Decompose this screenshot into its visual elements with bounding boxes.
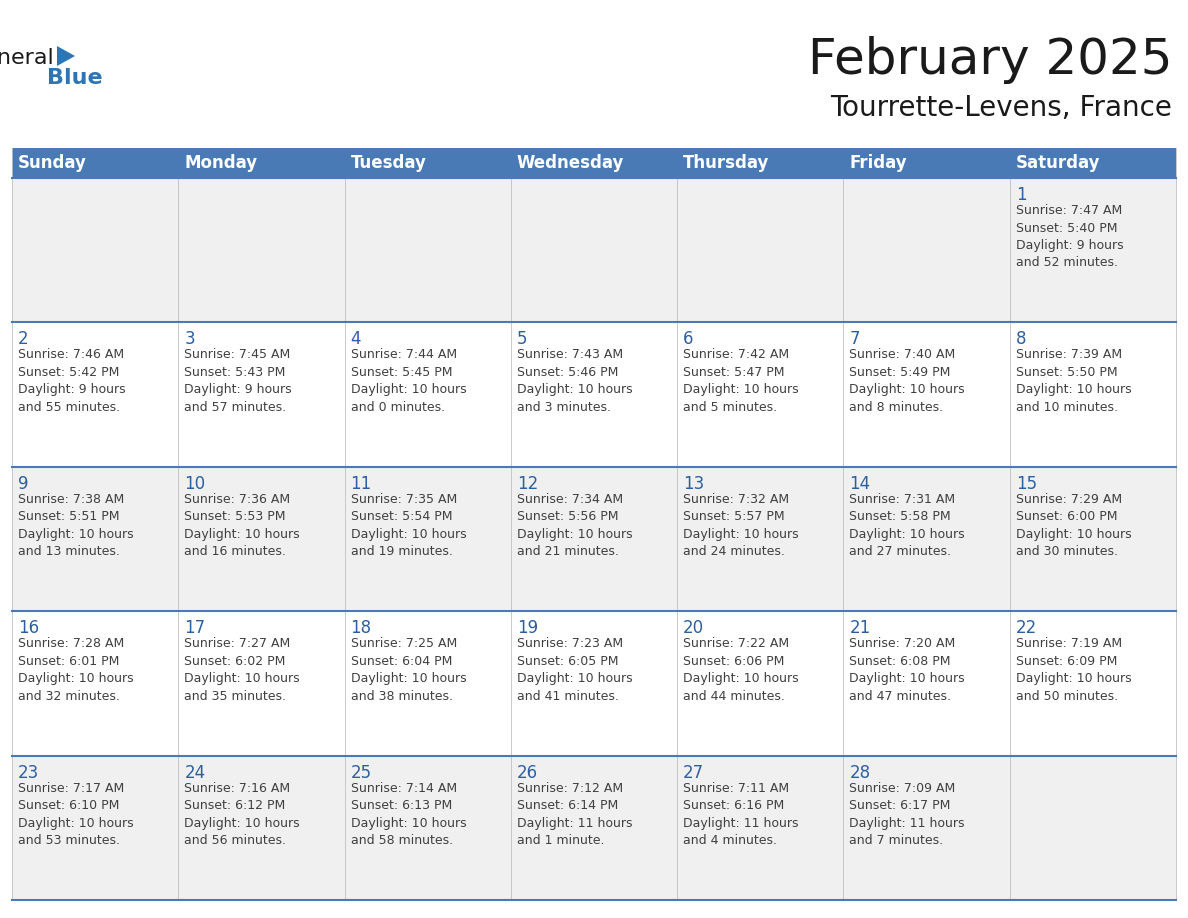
Bar: [12, 611, 1176, 756]
Text: 24: 24: [184, 764, 206, 781]
Bar: [12, 466, 1176, 611]
Text: Sunrise: 7:14 AM
Sunset: 6:13 PM
Daylight: 10 hours
and 58 minutes.: Sunrise: 7:14 AM Sunset: 6:13 PM Dayligh…: [350, 781, 466, 847]
Text: Tourrette-Levens, France: Tourrette-Levens, France: [830, 94, 1173, 122]
Text: 9: 9: [18, 475, 29, 493]
Text: 22: 22: [1016, 620, 1037, 637]
Text: Sunrise: 7:27 AM
Sunset: 6:02 PM
Daylight: 10 hours
and 35 minutes.: Sunrise: 7:27 AM Sunset: 6:02 PM Dayligh…: [184, 637, 299, 702]
Text: Sunrise: 7:35 AM
Sunset: 5:54 PM
Daylight: 10 hours
and 19 minutes.: Sunrise: 7:35 AM Sunset: 5:54 PM Dayligh…: [350, 493, 466, 558]
Bar: [12, 756, 1176, 900]
Text: 8: 8: [1016, 330, 1026, 349]
Text: Sunrise: 7:11 AM
Sunset: 6:16 PM
Daylight: 11 hours
and 4 minutes.: Sunrise: 7:11 AM Sunset: 6:16 PM Dayligh…: [683, 781, 798, 847]
Text: 21: 21: [849, 620, 871, 637]
Text: 17: 17: [184, 620, 206, 637]
Text: 18: 18: [350, 620, 372, 637]
Text: Sunrise: 7:09 AM
Sunset: 6:17 PM
Daylight: 11 hours
and 7 minutes.: Sunrise: 7:09 AM Sunset: 6:17 PM Dayligh…: [849, 781, 965, 847]
Text: Sunrise: 7:34 AM
Sunset: 5:56 PM
Daylight: 10 hours
and 21 minutes.: Sunrise: 7:34 AM Sunset: 5:56 PM Dayligh…: [517, 493, 632, 558]
Text: 27: 27: [683, 764, 704, 781]
Text: Sunrise: 7:44 AM
Sunset: 5:45 PM
Daylight: 10 hours
and 0 minutes.: Sunrise: 7:44 AM Sunset: 5:45 PM Dayligh…: [350, 349, 466, 414]
Text: Sunrise: 7:19 AM
Sunset: 6:09 PM
Daylight: 10 hours
and 50 minutes.: Sunrise: 7:19 AM Sunset: 6:09 PM Dayligh…: [1016, 637, 1131, 702]
Text: Friday: Friday: [849, 154, 908, 172]
Text: 7: 7: [849, 330, 860, 349]
Text: Wednesday: Wednesday: [517, 154, 624, 172]
Text: Sunrise: 7:20 AM
Sunset: 6:08 PM
Daylight: 10 hours
and 47 minutes.: Sunrise: 7:20 AM Sunset: 6:08 PM Dayligh…: [849, 637, 965, 702]
Text: Sunrise: 7:36 AM
Sunset: 5:53 PM
Daylight: 10 hours
and 16 minutes.: Sunrise: 7:36 AM Sunset: 5:53 PM Dayligh…: [184, 493, 299, 558]
Polygon shape: [57, 46, 75, 66]
Text: Sunrise: 7:43 AM
Sunset: 5:46 PM
Daylight: 10 hours
and 3 minutes.: Sunrise: 7:43 AM Sunset: 5:46 PM Dayligh…: [517, 349, 632, 414]
Text: Sunrise: 7:22 AM
Sunset: 6:06 PM
Daylight: 10 hours
and 44 minutes.: Sunrise: 7:22 AM Sunset: 6:06 PM Dayligh…: [683, 637, 798, 702]
Text: 5: 5: [517, 330, 527, 349]
Text: Blue: Blue: [48, 68, 103, 88]
Text: Sunrise: 7:45 AM
Sunset: 5:43 PM
Daylight: 9 hours
and 57 minutes.: Sunrise: 7:45 AM Sunset: 5:43 PM Dayligh…: [184, 349, 292, 414]
Text: 6: 6: [683, 330, 694, 349]
Text: Sunrise: 7:23 AM
Sunset: 6:05 PM
Daylight: 10 hours
and 41 minutes.: Sunrise: 7:23 AM Sunset: 6:05 PM Dayligh…: [517, 637, 632, 702]
Text: February 2025: February 2025: [808, 36, 1173, 84]
Bar: [12, 148, 1176, 178]
Text: 2: 2: [18, 330, 29, 349]
Text: 3: 3: [184, 330, 195, 349]
Text: Sunrise: 7:32 AM
Sunset: 5:57 PM
Daylight: 10 hours
and 24 minutes.: Sunrise: 7:32 AM Sunset: 5:57 PM Dayligh…: [683, 493, 798, 558]
Text: Saturday: Saturday: [1016, 154, 1100, 172]
Text: 16: 16: [18, 620, 39, 637]
Text: Sunrise: 7:40 AM
Sunset: 5:49 PM
Daylight: 10 hours
and 8 minutes.: Sunrise: 7:40 AM Sunset: 5:49 PM Dayligh…: [849, 349, 965, 414]
Text: 11: 11: [350, 475, 372, 493]
Text: Sunrise: 7:29 AM
Sunset: 6:00 PM
Daylight: 10 hours
and 30 minutes.: Sunrise: 7:29 AM Sunset: 6:00 PM Dayligh…: [1016, 493, 1131, 558]
Text: 4: 4: [350, 330, 361, 349]
Text: 25: 25: [350, 764, 372, 781]
Text: General: General: [0, 48, 55, 68]
Text: Sunrise: 7:12 AM
Sunset: 6:14 PM
Daylight: 11 hours
and 1 minute.: Sunrise: 7:12 AM Sunset: 6:14 PM Dayligh…: [517, 781, 632, 847]
Bar: [12, 178, 1176, 322]
Text: 13: 13: [683, 475, 704, 493]
Text: 10: 10: [184, 475, 206, 493]
Text: 19: 19: [517, 620, 538, 637]
Text: 14: 14: [849, 475, 871, 493]
Text: Sunrise: 7:28 AM
Sunset: 6:01 PM
Daylight: 10 hours
and 32 minutes.: Sunrise: 7:28 AM Sunset: 6:01 PM Dayligh…: [18, 637, 133, 702]
Text: 23: 23: [18, 764, 39, 781]
Text: Sunrise: 7:38 AM
Sunset: 5:51 PM
Daylight: 10 hours
and 13 minutes.: Sunrise: 7:38 AM Sunset: 5:51 PM Dayligh…: [18, 493, 133, 558]
Text: 26: 26: [517, 764, 538, 781]
Text: Monday: Monday: [184, 154, 258, 172]
Text: 12: 12: [517, 475, 538, 493]
Text: Sunrise: 7:39 AM
Sunset: 5:50 PM
Daylight: 10 hours
and 10 minutes.: Sunrise: 7:39 AM Sunset: 5:50 PM Dayligh…: [1016, 349, 1131, 414]
Text: 1: 1: [1016, 186, 1026, 204]
Text: Sunday: Sunday: [18, 154, 87, 172]
Text: 15: 15: [1016, 475, 1037, 493]
Text: 28: 28: [849, 764, 871, 781]
Text: Tuesday: Tuesday: [350, 154, 426, 172]
Text: Sunrise: 7:31 AM
Sunset: 5:58 PM
Daylight: 10 hours
and 27 minutes.: Sunrise: 7:31 AM Sunset: 5:58 PM Dayligh…: [849, 493, 965, 558]
Text: Sunrise: 7:42 AM
Sunset: 5:47 PM
Daylight: 10 hours
and 5 minutes.: Sunrise: 7:42 AM Sunset: 5:47 PM Dayligh…: [683, 349, 798, 414]
Text: Thursday: Thursday: [683, 154, 770, 172]
Text: Sunrise: 7:47 AM
Sunset: 5:40 PM
Daylight: 9 hours
and 52 minutes.: Sunrise: 7:47 AM Sunset: 5:40 PM Dayligh…: [1016, 204, 1124, 270]
Text: Sunrise: 7:25 AM
Sunset: 6:04 PM
Daylight: 10 hours
and 38 minutes.: Sunrise: 7:25 AM Sunset: 6:04 PM Dayligh…: [350, 637, 466, 702]
Bar: [12, 322, 1176, 466]
Text: 20: 20: [683, 620, 704, 637]
Text: Sunrise: 7:46 AM
Sunset: 5:42 PM
Daylight: 9 hours
and 55 minutes.: Sunrise: 7:46 AM Sunset: 5:42 PM Dayligh…: [18, 349, 126, 414]
Text: Sunrise: 7:16 AM
Sunset: 6:12 PM
Daylight: 10 hours
and 56 minutes.: Sunrise: 7:16 AM Sunset: 6:12 PM Dayligh…: [184, 781, 299, 847]
Text: Sunrise: 7:17 AM
Sunset: 6:10 PM
Daylight: 10 hours
and 53 minutes.: Sunrise: 7:17 AM Sunset: 6:10 PM Dayligh…: [18, 781, 133, 847]
